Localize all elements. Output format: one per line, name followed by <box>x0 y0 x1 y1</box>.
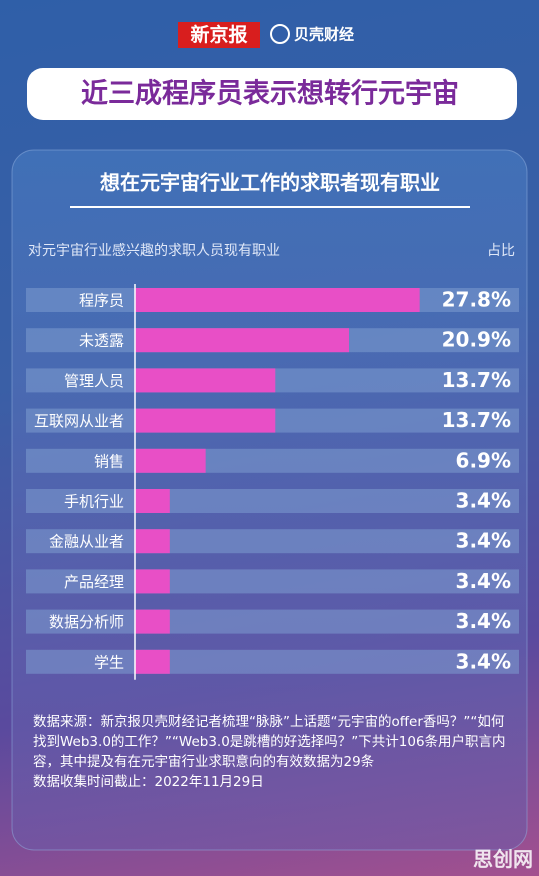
category-label: 手机行业 <box>64 493 124 511</box>
page-title: 近三成程序员表示想转行元宇宙 <box>81 78 459 110</box>
note: 数据收集时间截止：2022年11月29日 <box>33 774 264 790</box>
bar <box>135 408 276 433</box>
category-label: 程序员 <box>79 292 124 310</box>
title-box <box>27 68 517 120</box>
category-label: 互联网从业者 <box>34 412 124 430</box>
value-header: 占比 <box>487 243 515 259</box>
value-label: 3.4% <box>456 649 511 673</box>
bar-track <box>26 448 519 473</box>
value-label: 20.9% <box>442 328 511 352</box>
bar <box>135 448 206 473</box>
brand-icon <box>270 24 290 44</box>
value-label: 13.7% <box>442 408 511 432</box>
watermark: 思创网 <box>473 847 533 871</box>
category-label: 销售 <box>94 452 124 470</box>
bar <box>135 489 170 513</box>
category-label: 管理人员 <box>64 372 124 390</box>
bar <box>135 288 420 312</box>
value-label: 3.4% <box>456 529 511 553</box>
chart-title: 想在元宇宙行业工作的求职者现有职业 <box>100 171 440 195</box>
bar-track <box>26 489 519 513</box>
notes: 数据来源：新京报贝壳财经记者梳理“脉脉”上话题“元宇宙的offer香吗？”“如何… <box>33 712 509 792</box>
category-header: 对元宇宙行业感兴趣的求职人员现有职业 <box>28 242 280 259</box>
bar-track <box>26 569 519 594</box>
category-label: 产品经理 <box>64 573 124 591</box>
bar <box>135 609 170 634</box>
category-label: 数据分析师 <box>49 613 124 631</box>
bar <box>135 328 350 353</box>
brand: 贝壳财经 <box>294 26 354 44</box>
bar <box>135 368 276 393</box>
value-label: 3.4% <box>456 489 511 513</box>
category-label: 金融从业者 <box>49 533 124 551</box>
logo-box <box>178 22 260 48</box>
value-label: 3.4% <box>456 569 511 593</box>
value-label: 3.4% <box>456 609 511 633</box>
value-label: 6.9% <box>456 448 511 472</box>
value-label: 13.7% <box>442 368 511 392</box>
bar-track <box>26 609 519 634</box>
bar <box>135 649 170 674</box>
note: 数据来源：新京报贝壳财经记者梳理“脉脉”上话题“元宇宙的offer香吗？”“如何… <box>33 714 506 770</box>
bar <box>135 529 170 554</box>
bar <box>135 569 170 594</box>
category-label: 未透露 <box>79 332 124 350</box>
logo: 新京报 <box>190 23 247 46</box>
value-label: 27.8% <box>442 288 511 312</box>
category-label: 学生 <box>94 653 124 671</box>
bar-track <box>26 649 519 674</box>
bar-track <box>26 529 519 554</box>
